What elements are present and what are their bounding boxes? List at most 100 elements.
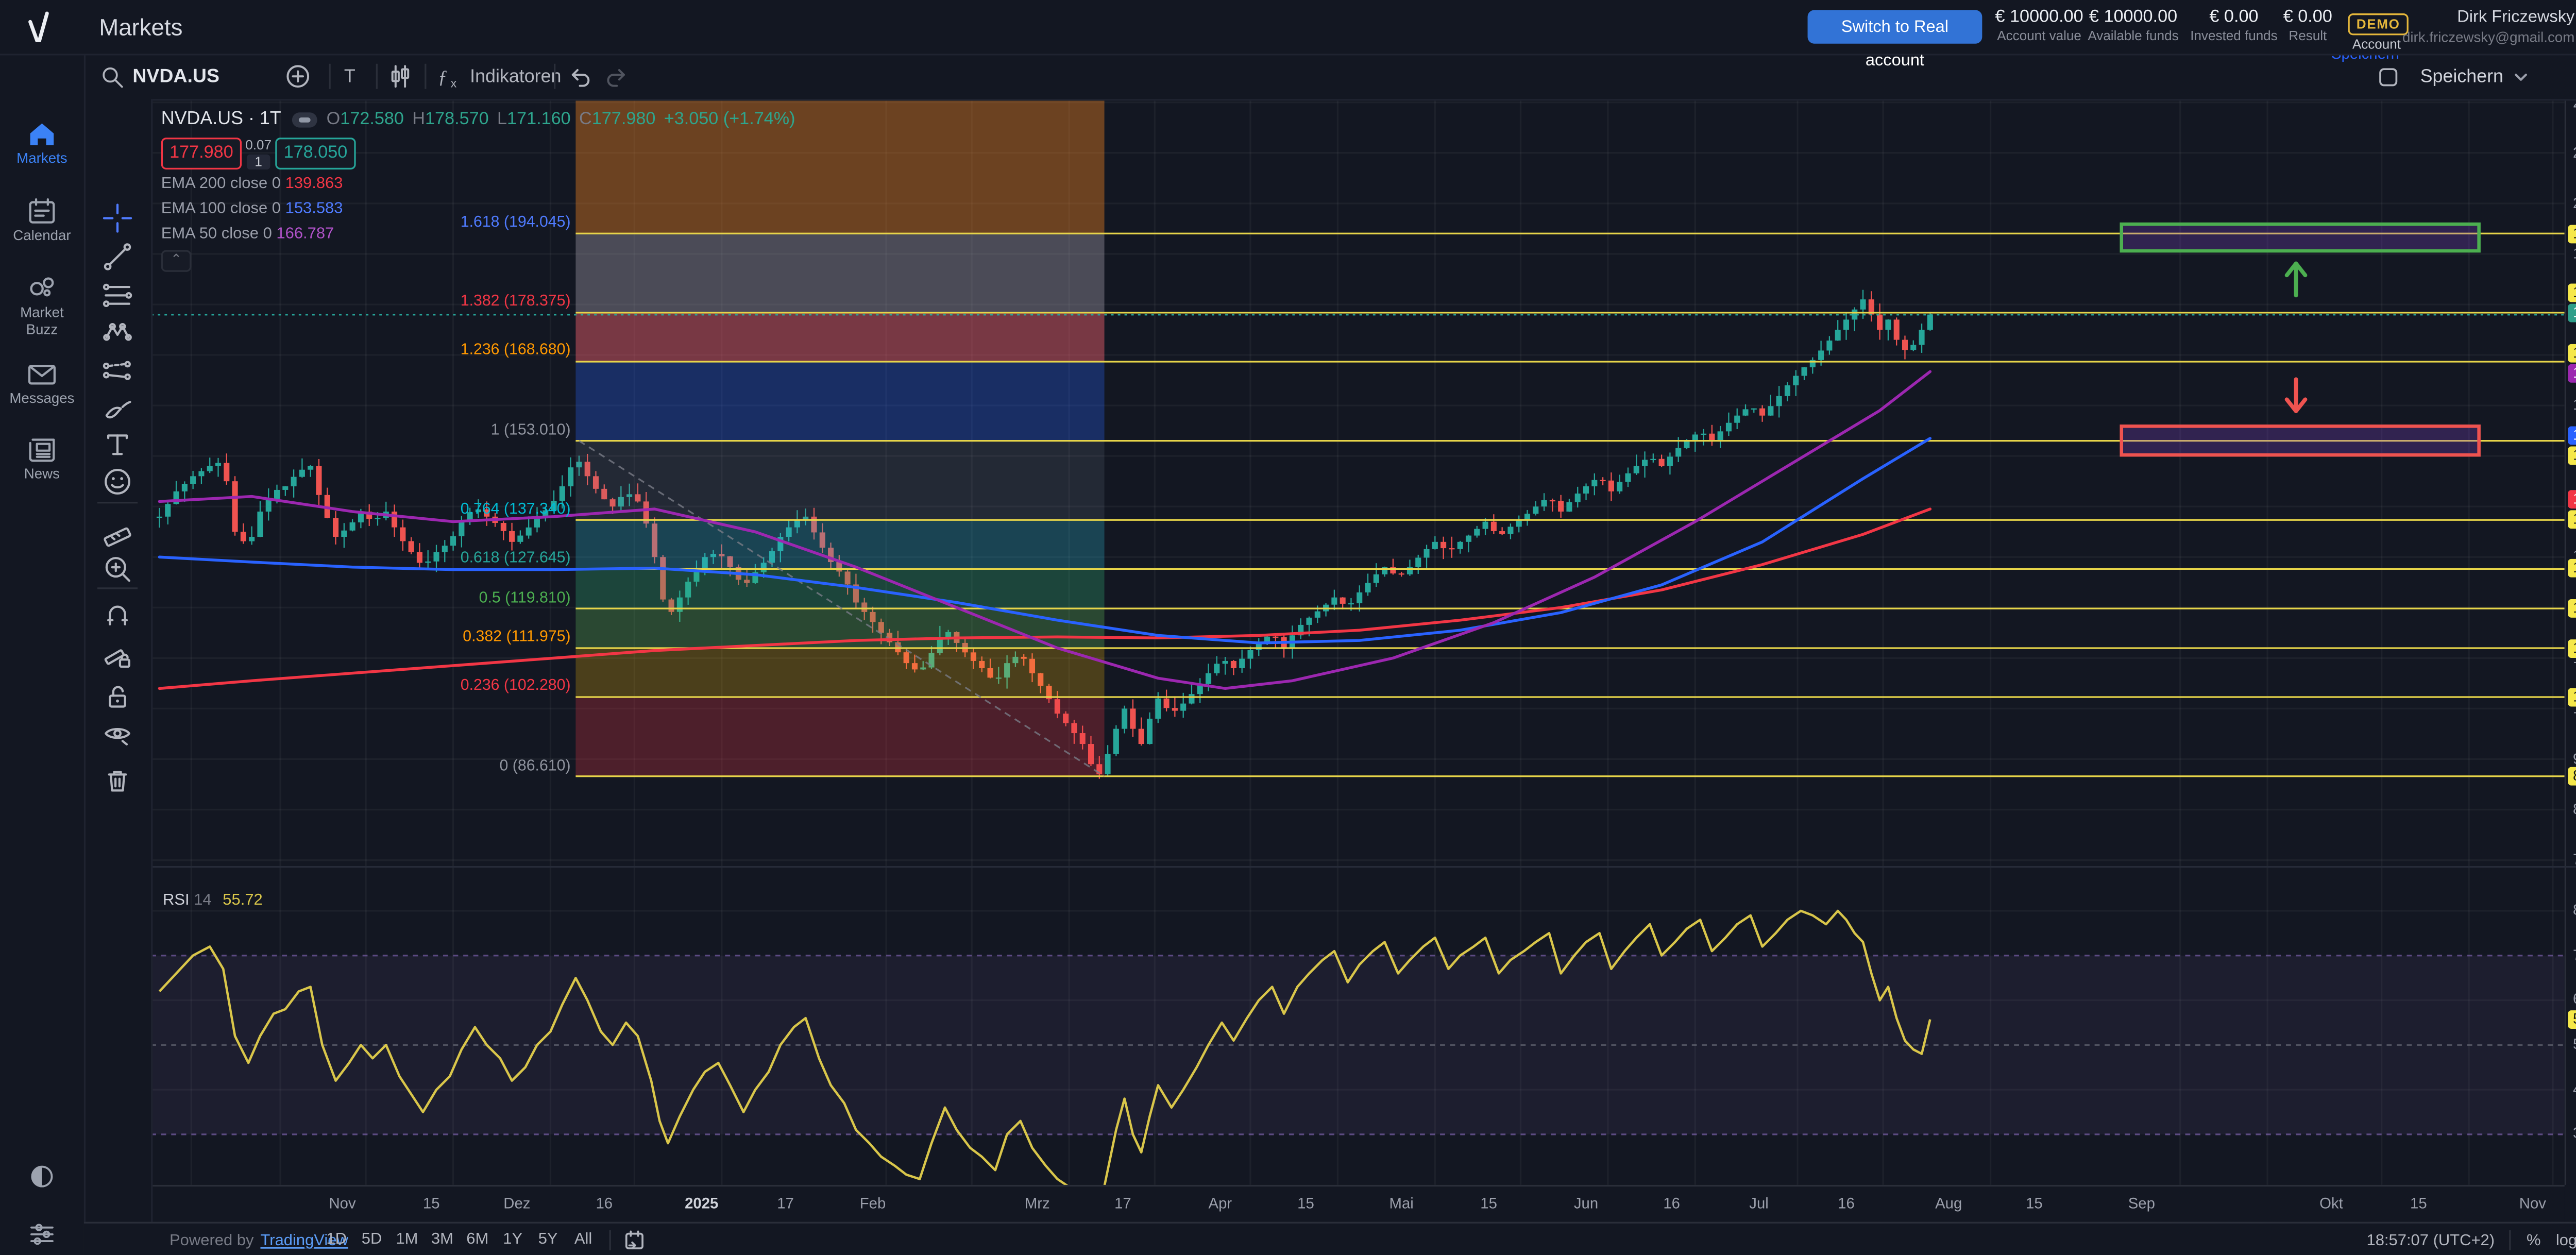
range-button-5d[interactable]: 5D	[361, 1230, 382, 1249]
undo-icon	[567, 64, 592, 89]
available-funds: € 10000.00 Available funds	[2088, 7, 2179, 44]
chart-type-button[interactable]	[388, 54, 413, 99]
trend-line-icon[interactable]	[103, 242, 133, 272]
drawing-toolbar	[83, 99, 153, 1222]
range-button-1m[interactable]: 1M	[396, 1230, 418, 1249]
trash-icon[interactable]	[103, 766, 133, 796]
arrow-down-drawing[interactable]	[2284, 377, 2308, 414]
price-tick: 100.000	[2573, 699, 2576, 716]
user-info[interactable]: Dirk Friczewsky dirk.friczewsky@gmail.co…	[2402, 7, 2574, 45]
sidebar-preferences-button[interactable]	[0, 1218, 84, 1255]
toolbar-separator	[2510, 1230, 2512, 1250]
toolbar-separator	[425, 63, 427, 89]
sidebar-item-messages[interactable]: Messages	[0, 358, 84, 407]
range-button-1y[interactable]: 1Y	[503, 1230, 523, 1249]
range-button-1d[interactable]: 1D	[326, 1230, 347, 1249]
symbol-search[interactable]: NVDA.US	[100, 54, 219, 99]
price-axis[interactable]: 220.000 210.000 200.000 190.000 160.000 130.0…	[2564, 99, 2576, 1185]
rsi-tick: 70.00	[2573, 946, 2576, 963]
time-axis[interactable]: Nov 15 Dez 16 2025 17 Feb Mrz 17 Apr 15 Mai 15 Jun 16 J…	[151, 1184, 2565, 1222]
zoom-in-icon[interactable]	[103, 554, 133, 584]
logo-check-icon[interactable]	[24, 8, 61, 45]
price-label-box: 139.863	[2568, 490, 2576, 509]
rsi-tick: 50.00	[2573, 1036, 2576, 1053]
pane-divider[interactable]	[151, 866, 2576, 868]
layout-button[interactable]	[2377, 54, 2400, 99]
price-tick: 80.000	[2573, 801, 2576, 818]
ema200-legend[interactable]: EMA 200 close 0 139.863	[161, 174, 343, 193]
clock[interactable]: 18:57:07 (UTC+2)	[2366, 1231, 2495, 1250]
go-to-date-icon[interactable]	[623, 1229, 647, 1252]
arrow-up-drawing[interactable]	[2284, 261, 2308, 298]
tradingview-link[interactable]: TradingView	[260, 1231, 348, 1250]
range-button-5y[interactable]: 5Y	[538, 1230, 558, 1249]
emoji-icon[interactable]	[103, 467, 133, 497]
rsi-legend[interactable]: RSI 14 55.72	[162, 891, 263, 910]
legend-collapse-button[interactable]: ⌃	[161, 250, 192, 272]
fib-level-label: 0.618 (127.645)	[460, 549, 571, 566]
sell-button[interactable]: 177.980	[161, 138, 242, 170]
switch-to-real-account-button[interactable]: Switch to Real account	[1807, 10, 1982, 71]
percent-scale-button[interactable]: %	[2527, 1231, 2541, 1250]
undo-button[interactable]	[567, 54, 592, 99]
sidebar-item-calendar[interactable]: Calendar	[0, 195, 84, 244]
save-button[interactable]: Speichern	[2420, 54, 2529, 99]
contrast-icon	[27, 1161, 57, 1192]
price-label-box: 153.583	[2568, 427, 2576, 446]
log-scale-button[interactable]: log	[2555, 1231, 2576, 1250]
sidebar-item-market-buzz[interactable]: Market Buzz	[0, 272, 84, 337]
time-tick: 17	[777, 1195, 794, 1212]
range-button-all[interactable]: All	[574, 1230, 592, 1249]
buy-button[interactable]: 178.050	[275, 138, 356, 170]
time-tick: Nov	[2519, 1195, 2546, 1212]
price-zone-drawing[interactable]	[2120, 425, 2481, 457]
range-button-6m[interactable]: 6M	[466, 1230, 489, 1249]
time-tick: 16	[1663, 1195, 1680, 1212]
ruler-icon[interactable]	[103, 517, 133, 547]
account-value: € 10000.00 Account value	[1995, 7, 2083, 44]
symbol-search-value: NVDA.US	[132, 66, 219, 87]
sliders-icon	[27, 1218, 57, 1249]
brush-icon[interactable]	[103, 393, 133, 423]
price-label-box: 55.72	[2568, 1010, 2576, 1029]
ema100-legend[interactable]: EMA 100 close 0 153.583	[161, 199, 343, 218]
chart-plot-area[interactable]: NVDA.US · 1T O 172.580 H 178.570 L 171.160 …	[151, 99, 2576, 1222]
visibility-toggle-icon[interactable]	[291, 111, 317, 127]
redo-button[interactable]	[604, 54, 630, 99]
time-tick: Jun	[1573, 1195, 1599, 1212]
sidebar-item-markets[interactable]: Markets	[0, 117, 84, 167]
fib-retracement-icon[interactable]	[103, 280, 133, 311]
sidebar-theme-button[interactable]	[0, 1161, 84, 1200]
interval-button[interactable]: T	[344, 66, 355, 87]
magnet-icon[interactable]	[103, 603, 133, 633]
price-chart[interactable]	[151, 99, 2565, 1222]
svg-text:ƒ: ƒ	[438, 66, 447, 87]
compare-button[interactable]	[285, 54, 311, 99]
plus-circle-icon	[285, 64, 311, 89]
crosshair-icon[interactable]	[103, 203, 133, 233]
rsi-tick: 60.00	[2573, 991, 2576, 1008]
hide-drawings-icon[interactable]	[103, 720, 133, 751]
lock-icon[interactable]	[103, 682, 133, 712]
toolbar-separator	[609, 1230, 611, 1250]
time-tick: 17	[1114, 1195, 1131, 1212]
text-tool-icon[interactable]	[103, 430, 133, 460]
legend-symbol[interactable]: NVDA.US · 1T	[161, 109, 281, 129]
range-button-3m[interactable]: 3M	[431, 1230, 453, 1249]
toolbar-separator	[376, 63, 378, 89]
price-label-box: 168.680	[2568, 344, 2576, 363]
price-tick: 90.000	[2573, 750, 2576, 767]
fib-level-label: 1 (153.010)	[490, 420, 571, 438]
ema50-legend[interactable]: EMA 50 close 0 166.787	[161, 225, 334, 244]
xabcd-pattern-icon[interactable]	[103, 317, 133, 348]
price-zone-drawing[interactable]	[2120, 222, 2481, 253]
time-tick: Sep	[2128, 1195, 2155, 1212]
drawing-mode-icon[interactable]	[103, 641, 133, 671]
sidebar-item-news[interactable]: News	[0, 433, 84, 482]
fib-level-label: 0.5 (119.810)	[479, 588, 571, 605]
projection-icon[interactable]	[103, 356, 133, 386]
rsi-tick: 40.00	[2573, 1080, 2576, 1097]
